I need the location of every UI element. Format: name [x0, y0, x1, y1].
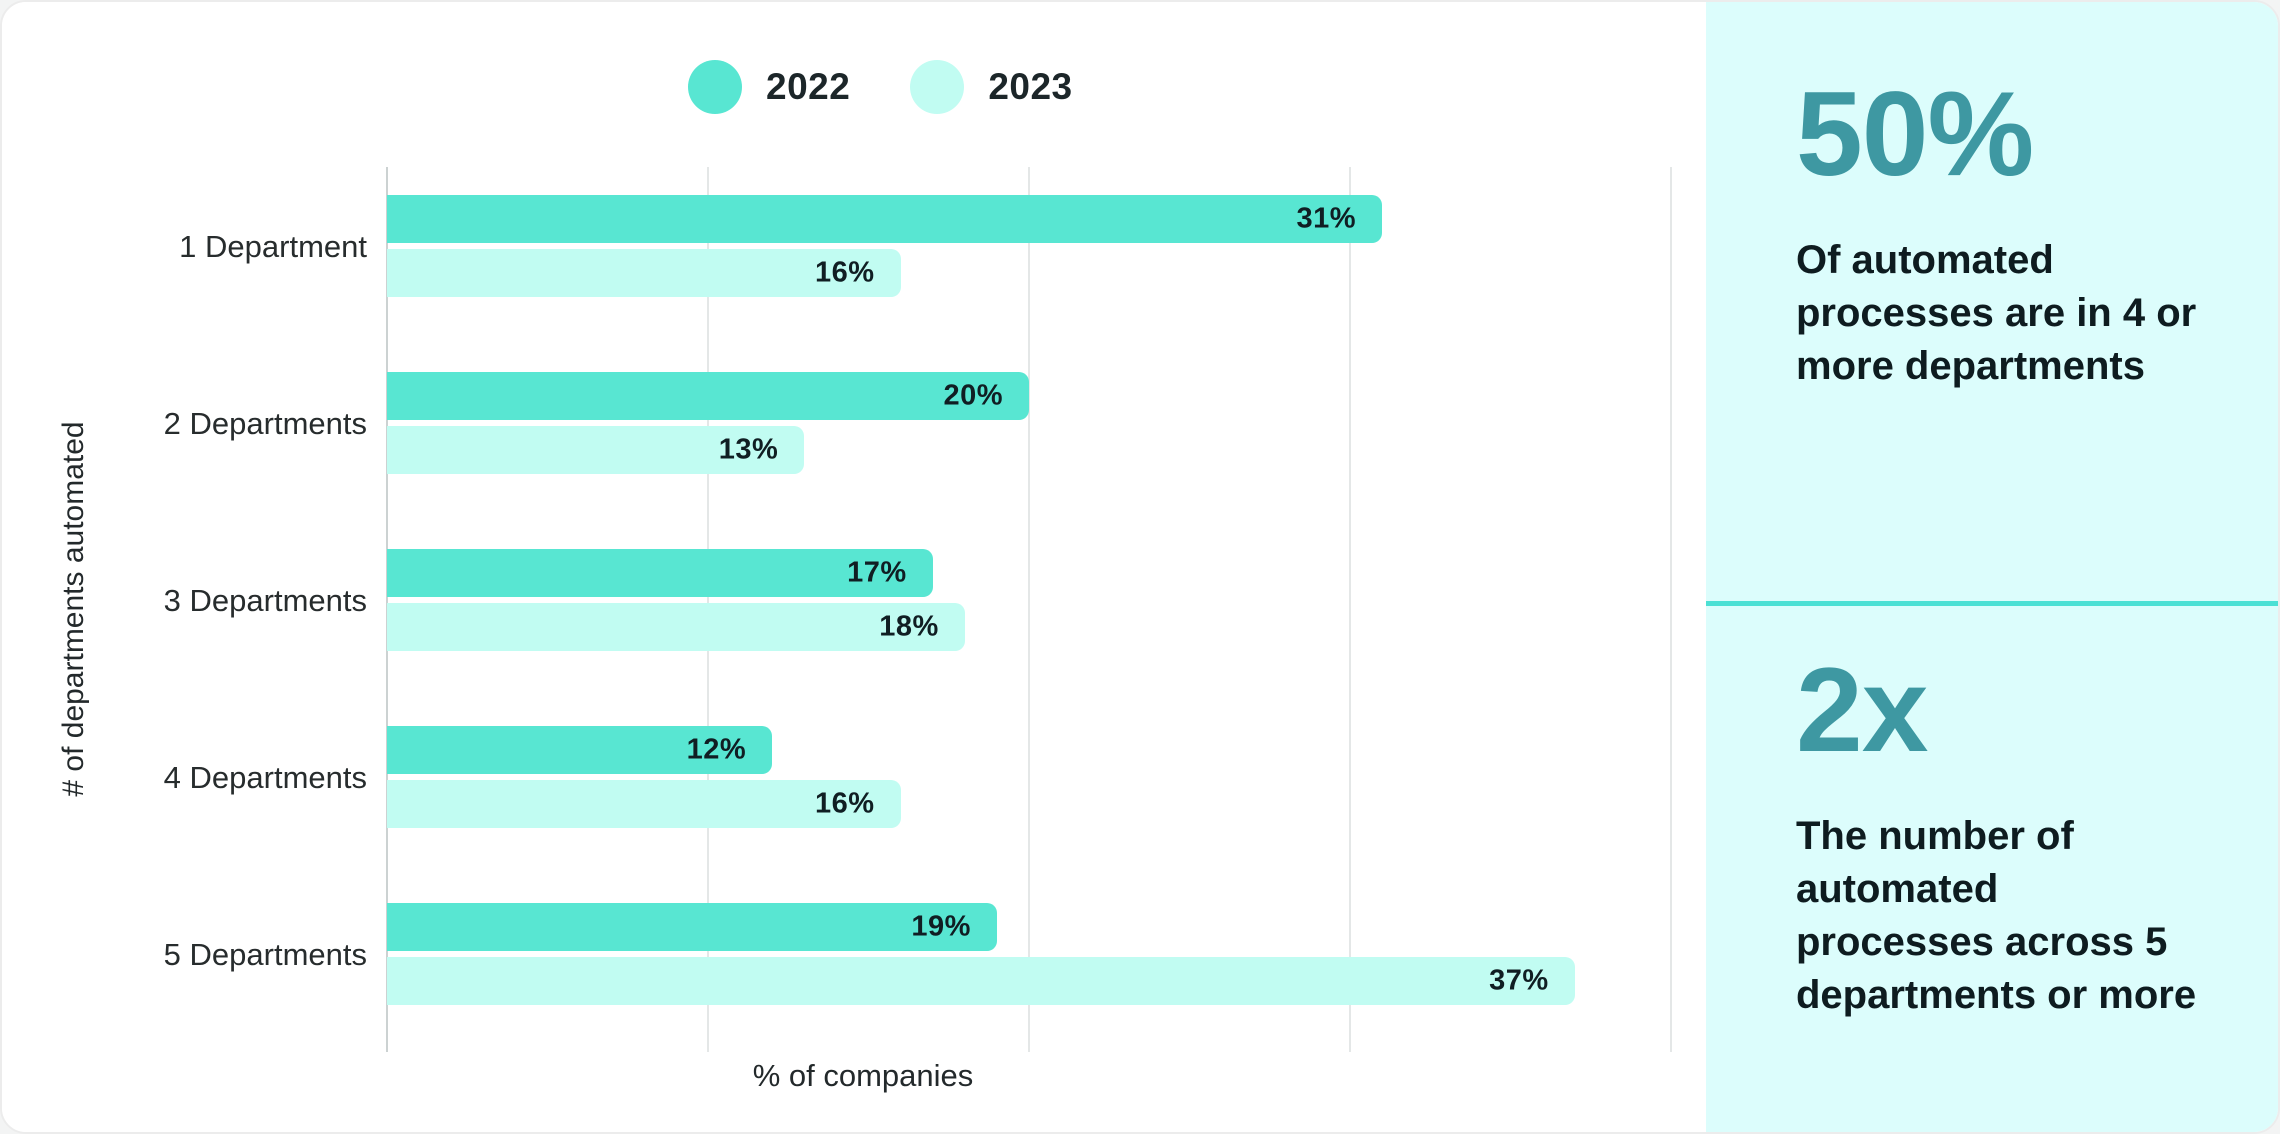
bar-2022-2-departments: 20% [387, 372, 1029, 420]
legend-dot-2022-icon [688, 60, 742, 114]
stat-description: The number of automated processes across… [1796, 810, 2266, 1022]
bar-2022-5-departments: 19% [387, 903, 997, 951]
bar-2022-3-departments: 17% [387, 549, 933, 597]
gridline-20 [1028, 167, 1030, 1052]
category-label-4-departments: 4 Departments [163, 760, 367, 795]
stat-description-line: automated [1796, 867, 1999, 911]
bar-2022-4-departments: 12% [387, 726, 773, 774]
bar-value-label: 16% [815, 787, 875, 820]
chart-legend: 2022 2023 [688, 60, 1073, 114]
category-label-5-departments: 5 Departments [163, 937, 367, 972]
stat-description-line: processes are in 4 or [1796, 291, 2197, 335]
bar-value-label: 37% [1489, 964, 1549, 997]
chart-row-2-departments: 20% 13% [387, 344, 1671, 521]
legend-item-2022: 2022 [688, 60, 850, 114]
bar-2023-2-departments: 13% [387, 426, 805, 474]
bar-2022-1-department: 31% [387, 195, 1383, 243]
gridline-30 [1349, 167, 1351, 1052]
bar-value-label: 31% [1296, 202, 1357, 235]
category-cell: 2 Departments [32, 344, 367, 521]
legend-label-2022: 2022 [766, 66, 851, 107]
legend-item-2023: 2023 [910, 60, 1072, 114]
legend-label-2023: 2023 [988, 66, 1073, 107]
stat-description: Of automated processes are in 4 or more … [1796, 234, 2266, 393]
bar-chart-section: 2022 2023 # of departments automated 31%… [2, 2, 1706, 1132]
category-cell: 1 Department [32, 167, 367, 344]
category-labels: 1 Department 2 Departments 3 Departments 4 … [32, 167, 367, 1052]
bar-value-label: 16% [815, 256, 875, 289]
legend-dot-2023-icon [910, 60, 965, 114]
chart-row-3-departments: 17% 18% [387, 521, 1671, 698]
gridline-40 [1670, 167, 1672, 1052]
category-cell: 5 Departments [32, 875, 367, 1052]
stat-description-line: more departments [1796, 344, 2145, 388]
chart-row-5-departments: 19% 37% [387, 875, 1671, 1052]
bar-2023-3-departments: 18% [387, 603, 965, 651]
category-label-1-department: 1 Department [179, 229, 367, 264]
stat-value: 2x [1796, 643, 1928, 777]
bar-rows: 31% 16% 20% 13% 17% 18% 12% 16% 19% 37% [387, 167, 1671, 1052]
chart-row-1-department: 31% 16% [387, 167, 1671, 344]
sidebar-divider [1706, 601, 2278, 606]
bar-value-label: 17% [847, 556, 907, 589]
stat-description-line: departments or more [1796, 973, 2197, 1017]
bar-value-label: 18% [879, 610, 939, 643]
category-cell: 3 Departments [32, 521, 367, 698]
bar-pair: 31% 16% [387, 195, 1671, 297]
bar-value-label: 12% [686, 733, 747, 766]
x-axis-label: % of companies [752, 1058, 974, 1093]
bar-2023-1-department: 16% [387, 249, 901, 297]
bar-value-label: 20% [943, 379, 1003, 412]
plot-area: 31% 16% 20% 13% 17% 18% 12% 16% 19% 37% [386, 167, 1672, 1052]
stat-value: 50% [1796, 67, 2034, 201]
bar-pair: 12% 16% [387, 726, 1671, 828]
stat-description-line: processes across 5 [1796, 920, 2168, 964]
stats-sidebar: 50% Of automated processes are in 4 or m… [1706, 2, 2278, 1132]
chart-row-4-departments: 12% 16% [387, 698, 1671, 875]
stat-block-50-percent: 50% Of automated processes are in 4 or m… [1796, 74, 2266, 393]
stat-description-line: Of automated [1796, 238, 2054, 282]
bar-2023-5-departments: 37% [387, 957, 1575, 1005]
category-label-3-departments: 3 Departments [163, 583, 367, 618]
stat-block-2x: 2x The number of automated processes acr… [1796, 650, 2266, 1022]
bar-pair: 17% 18% [387, 549, 1671, 651]
bar-2023-4-departments: 16% [387, 780, 901, 828]
bar-pair: 20% 13% [387, 372, 1671, 474]
stat-description-line: The number of [1796, 814, 2074, 858]
bar-value-label: 19% [911, 910, 971, 943]
category-cell: 4 Departments [32, 698, 367, 875]
category-label-2-departments: 2 Departments [163, 406, 367, 441]
bar-pair: 19% 37% [387, 903, 1671, 1005]
bar-value-label: 13% [718, 433, 779, 466]
